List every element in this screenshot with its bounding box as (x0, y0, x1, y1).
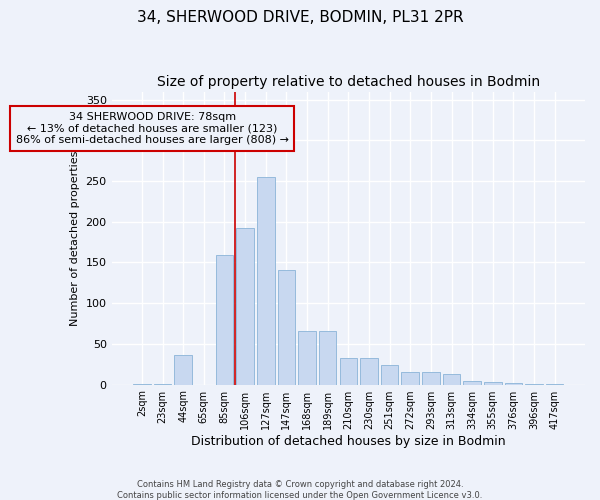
Bar (236, 228, 254, 384)
Bar (340, 358, 357, 384)
Text: Contains HM Land Registry data © Crown copyright and database right 2024.
Contai: Contains HM Land Registry data © Crown c… (118, 480, 482, 500)
Bar (401, 372, 419, 384)
Bar (319, 331, 337, 384)
Bar (278, 270, 295, 384)
Bar (422, 372, 440, 384)
Bar (463, 380, 481, 384)
Text: 34, SHERWOOD DRIVE, BODMIN, PL31 2PR: 34, SHERWOOD DRIVE, BODMIN, PL31 2PR (137, 10, 463, 25)
X-axis label: Distribution of detached houses by size in Bodmin: Distribution of detached houses by size … (191, 434, 506, 448)
Bar (484, 382, 502, 384)
Bar (443, 374, 460, 384)
Bar (360, 358, 378, 384)
Bar (175, 356, 192, 384)
Bar (215, 255, 233, 384)
Title: Size of property relative to detached houses in Bodmin: Size of property relative to detached ho… (157, 75, 540, 89)
Bar (257, 177, 275, 384)
Bar (381, 365, 398, 384)
Text: 34 SHERWOOD DRIVE: 78sqm
← 13% of detached houses are smaller (123)
86% of semi-: 34 SHERWOOD DRIVE: 78sqm ← 13% of detach… (16, 112, 289, 145)
Y-axis label: Number of detached properties: Number of detached properties (70, 150, 80, 326)
Bar (298, 331, 316, 384)
Bar (505, 383, 522, 384)
